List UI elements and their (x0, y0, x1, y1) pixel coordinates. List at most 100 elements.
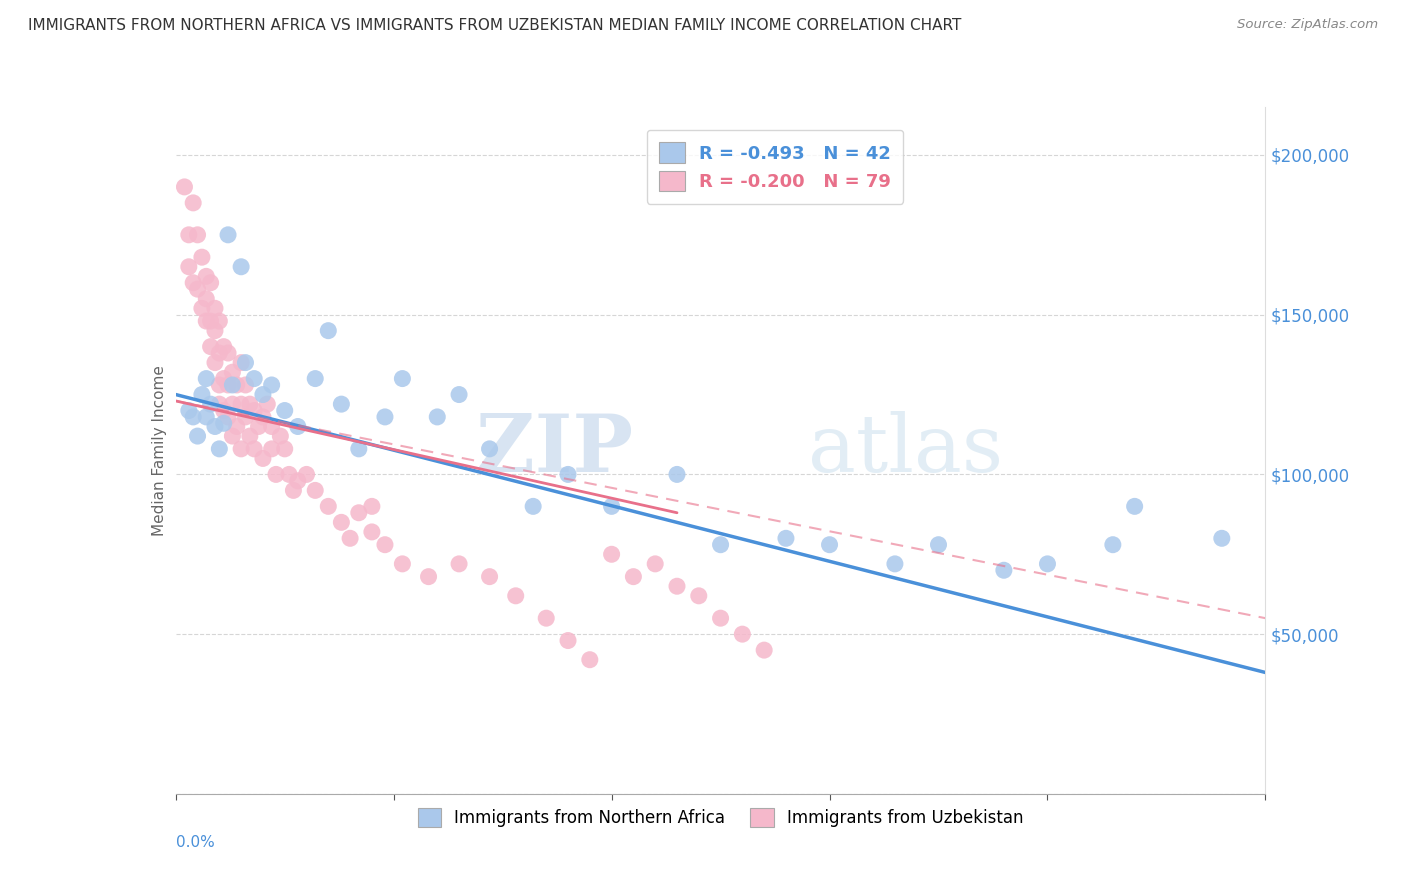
Text: 0.0%: 0.0% (176, 835, 215, 850)
Point (177, 403, 200, 417)
Point (534, 611, 557, 625)
Point (269, 429, 291, 443)
Point (173, 180, 195, 194)
Point (221, 378, 243, 392)
Point (186, 429, 209, 443)
Point (208, 397, 231, 411)
Legend: Immigrants from Northern Africa, Immigrants from Uzbekistan: Immigrants from Northern Africa, Immigra… (411, 801, 1031, 834)
Point (195, 269, 218, 284)
Point (260, 419, 283, 434)
Point (283, 483, 305, 498)
Point (231, 356, 253, 370)
Point (260, 442, 283, 456)
Point (212, 417, 235, 431)
Point (252, 451, 274, 466)
Point (200, 276, 222, 290)
Point (208, 346, 231, 360)
Point (1123, 500, 1146, 514)
Point (360, 524, 382, 539)
Point (447, 387, 470, 401)
Point (239, 397, 262, 411)
Point (418, 569, 440, 583)
Point (688, 589, 710, 603)
Point (360, 500, 382, 514)
Point (600, 500, 623, 514)
Point (186, 227, 209, 242)
Text: IMMIGRANTS FROM NORTHERN AFRICA VS IMMIGRANTS FROM UZBEKISTAN MEDIAN FAMILY INCO: IMMIGRANTS FROM NORTHERN AFRICA VS IMMIG… (28, 18, 962, 33)
Point (274, 403, 297, 417)
Point (200, 397, 222, 411)
Point (231, 260, 253, 274)
Point (818, 538, 841, 552)
Point (274, 442, 297, 456)
Point (212, 371, 235, 385)
Point (204, 419, 226, 434)
Point (347, 506, 370, 520)
Point (775, 531, 797, 545)
Point (243, 371, 266, 385)
Point (391, 371, 413, 385)
Point (1102, 538, 1125, 552)
Point (195, 409, 218, 424)
Point (225, 419, 247, 434)
Point (181, 276, 204, 290)
Point (177, 227, 200, 242)
Point (264, 467, 287, 482)
Point (260, 378, 283, 392)
Point (505, 589, 527, 603)
Text: atlas: atlas (807, 411, 1002, 490)
Point (884, 557, 907, 571)
Point (195, 314, 218, 328)
Point (252, 409, 274, 424)
Y-axis label: Median Family Income: Median Family Income (152, 365, 167, 536)
Point (478, 569, 501, 583)
Text: ZIP: ZIP (477, 411, 633, 490)
Point (243, 442, 266, 456)
Text: Source: ZipAtlas.com: Source: ZipAtlas.com (1237, 18, 1378, 31)
Point (1036, 557, 1059, 571)
Point (204, 324, 226, 338)
Point (304, 371, 326, 385)
Point (204, 301, 226, 316)
Point (225, 378, 247, 392)
Point (252, 387, 274, 401)
Point (318, 324, 340, 338)
Point (579, 653, 602, 667)
Point (231, 397, 253, 411)
Point (243, 403, 266, 417)
Point (295, 467, 318, 482)
Point (522, 500, 544, 514)
Point (217, 409, 239, 424)
Point (191, 387, 214, 401)
Point (330, 516, 353, 530)
Point (447, 557, 470, 571)
Point (231, 442, 253, 456)
Point (191, 250, 214, 264)
Point (217, 378, 239, 392)
Point (287, 419, 309, 434)
Point (181, 409, 204, 424)
Point (330, 397, 353, 411)
Point (304, 483, 326, 498)
Point (200, 340, 222, 354)
Point (195, 371, 218, 385)
Point (204, 356, 226, 370)
Point (287, 474, 309, 488)
Point (191, 301, 214, 316)
Point (644, 557, 666, 571)
Point (217, 346, 239, 360)
Point (710, 538, 733, 552)
Point (278, 467, 301, 482)
Point (426, 409, 449, 424)
Point (347, 442, 370, 456)
Point (221, 397, 243, 411)
Point (666, 467, 689, 482)
Point (993, 563, 1015, 577)
Point (235, 409, 257, 424)
Point (754, 643, 776, 657)
Point (212, 340, 235, 354)
Point (731, 627, 754, 641)
Point (374, 409, 396, 424)
Point (195, 292, 218, 306)
Point (318, 500, 340, 514)
